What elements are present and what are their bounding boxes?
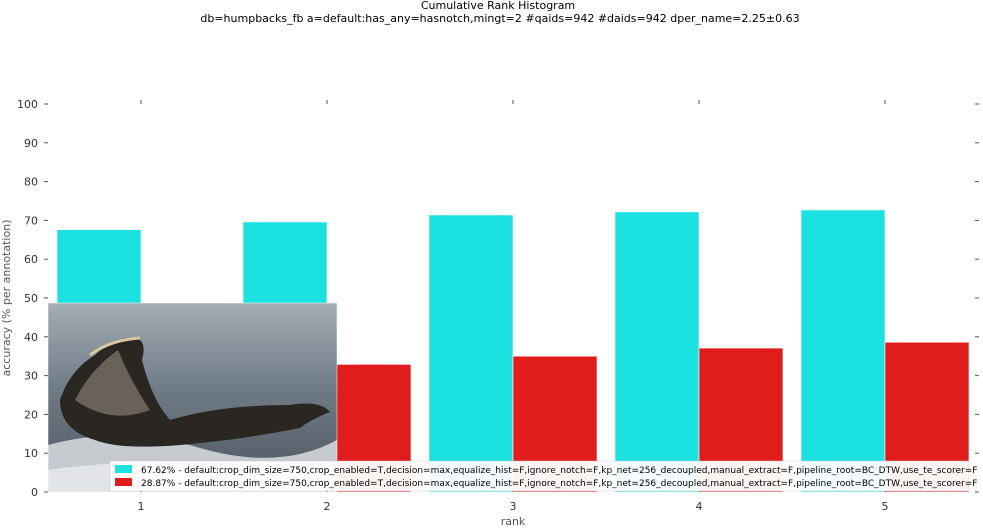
y-tick-label: 50 xyxy=(24,292,38,305)
y-tick-label: 100 xyxy=(17,98,38,111)
photo-whale-fluke-underside xyxy=(75,350,150,416)
y-tick-label: 0 xyxy=(31,486,38,499)
bar-series-1-rank-4 xyxy=(614,211,700,493)
y-tick-label: 40 xyxy=(24,331,38,344)
x-tick-label: 3 xyxy=(510,500,517,513)
y-tick-label: 10 xyxy=(24,447,38,460)
legend-label-series-2: 28.87% - default:crop_dim_size=750,crop_… xyxy=(141,479,977,489)
y-tick-label: 70 xyxy=(24,214,38,227)
y-tick-label: 60 xyxy=(24,253,38,266)
legend: 67.62% - default:crop_dim_size=750,crop_… xyxy=(109,460,977,492)
x-tick-label: 4 xyxy=(696,500,703,513)
legend-box xyxy=(109,460,970,492)
y-tick-label: 90 xyxy=(24,137,38,150)
y-axis-label: accuracy (% per annotation) xyxy=(0,220,13,377)
legend-swatch-series-2 xyxy=(115,478,132,486)
y-tick-label: 80 xyxy=(24,176,38,189)
x-tick-label: 1 xyxy=(138,500,145,513)
chart-subtitle: db=humpbacks_fb a=default:has_any=hasnot… xyxy=(200,12,799,25)
axes-layer: 0 10 20 30 40 50 60 70 80 90 100 1 2 3 4 5 xyxy=(17,98,979,513)
bar-series-1-rank-3 xyxy=(428,214,514,493)
y-tick-label: 20 xyxy=(24,408,38,421)
x-tick-label: 2 xyxy=(324,500,331,513)
legend-label-series-1: 67.62% - default:crop_dim_size=750,crop_… xyxy=(141,466,977,476)
legend-swatch-series-1 xyxy=(115,465,132,473)
y-tick-label: 30 xyxy=(24,370,38,383)
photo-border xyxy=(47,302,338,493)
x-axis-label: rank xyxy=(501,515,526,527)
photo-whale-fluke xyxy=(60,337,330,447)
photo-whale-fluke-edge xyxy=(89,336,141,357)
chart-title: Cumulative Rank Histogram xyxy=(421,0,575,12)
x-tick-label: 5 xyxy=(882,500,889,513)
bar-series-1-rank-5 xyxy=(800,209,886,493)
